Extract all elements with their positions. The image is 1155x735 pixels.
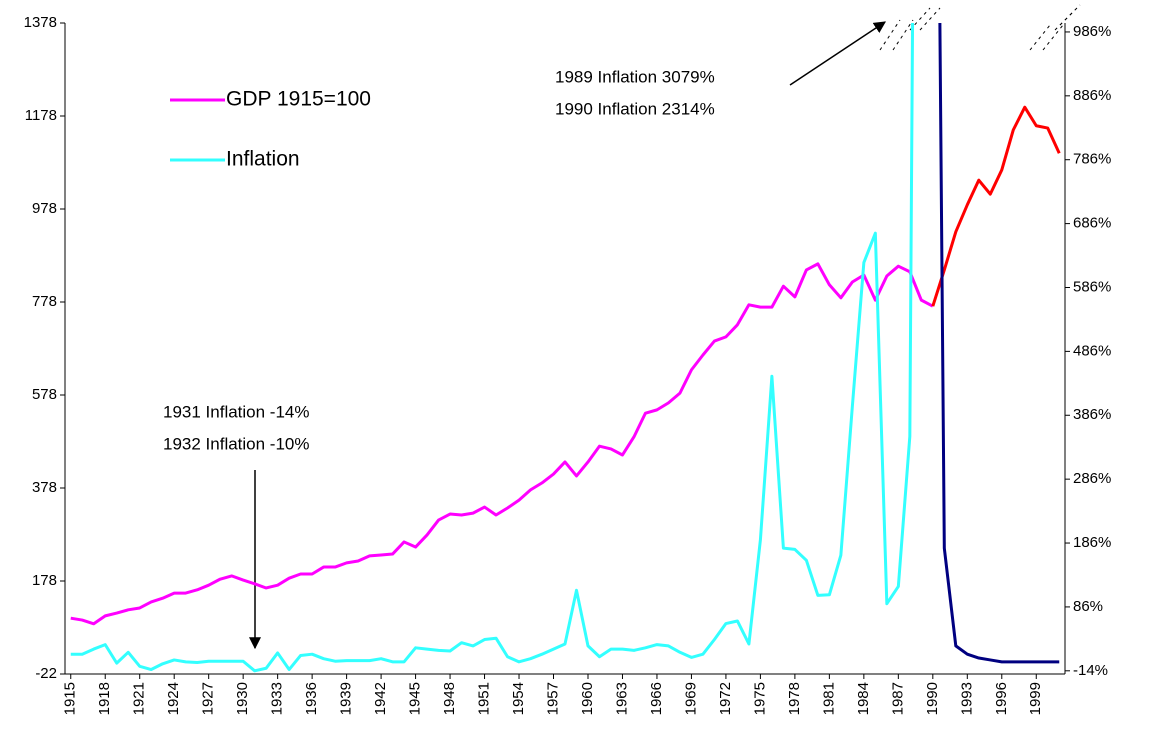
x-tick-label: 1966 — [648, 682, 665, 715]
x-tick-label: 1924 — [165, 682, 182, 715]
y2-tick-label: 486% — [1073, 342, 1111, 359]
x-tick-label: 1957 — [544, 682, 561, 715]
data-line — [938, 23, 1060, 664]
x-tick-label: 1927 — [200, 682, 217, 715]
annotation: 1989 Inflation 3079% — [555, 67, 715, 86]
annotation-arrow — [789, 21, 887, 86]
y-tick-label: 378 — [32, 479, 57, 496]
x-tick-label: 1969 — [682, 682, 699, 715]
x-tick-label: 1978 — [786, 682, 803, 715]
y-tick-label: 178 — [32, 572, 57, 589]
x-tick-label: 1948 — [441, 682, 458, 715]
y-tick-label: 1378 — [24, 14, 57, 31]
data-line — [70, 23, 915, 673]
y2-tick-label: 86% — [1073, 598, 1103, 615]
y2-tick-label: 886% — [1073, 87, 1111, 104]
x-tick-label: 1933 — [269, 682, 286, 715]
y2-tick-label: 986% — [1073, 23, 1111, 40]
y2-tick-label: 786% — [1073, 151, 1111, 168]
x-tick-label: 1984 — [855, 682, 872, 715]
x-tick-label: 1954 — [510, 682, 527, 715]
y-tick-label: 978 — [32, 200, 57, 217]
y2-tick-label: 386% — [1073, 406, 1111, 423]
x-tick-label: 1999 — [1027, 682, 1044, 715]
x-tick-label: 1975 — [751, 682, 768, 715]
x-tick-label: 1963 — [613, 682, 630, 715]
x-tick-label: 1921 — [131, 682, 148, 715]
x-tick-label: 1993 — [958, 682, 975, 715]
y2-tick-label: 286% — [1073, 470, 1111, 487]
x-tick-label: 1987 — [889, 682, 906, 715]
x-tick-label: 1939 — [338, 682, 355, 715]
x-tick-label: 1981 — [820, 682, 837, 715]
legend-label: Inflation — [226, 148, 300, 171]
x-tick-label: 1930 — [234, 682, 251, 715]
x-tick-label: 1951 — [476, 682, 493, 715]
y2-tick-label: 586% — [1073, 278, 1111, 295]
axis-break — [879, 4, 1081, 51]
data-line — [931, 105, 1061, 307]
x-tick-label: 1972 — [717, 682, 734, 715]
y-tick-label: 1178 — [25, 107, 57, 124]
x-tick-label: 1942 — [372, 682, 389, 715]
y-tick-label: 578 — [32, 386, 57, 403]
legend-label: GDP 1915=100 — [226, 88, 371, 111]
x-tick-label: 1960 — [579, 682, 596, 715]
y-tick-label: -22 — [35, 665, 57, 682]
x-tick-label: 1936 — [303, 682, 320, 715]
y2-tick-label: 186% — [1073, 534, 1111, 551]
x-tick-label: 1990 — [924, 682, 941, 715]
y-tick-label: 778 — [32, 293, 57, 310]
x-tick-label: 1915 — [62, 682, 79, 715]
annotation: 1931 Inflation -14% — [163, 402, 310, 421]
plot-area — [70, 23, 1061, 673]
x-tick-label: 1945 — [407, 682, 424, 715]
y2-tick-label: 686% — [1073, 215, 1111, 232]
x-tick-label: 1918 — [96, 682, 113, 715]
annotation: 1990 Inflation 2314% — [555, 99, 715, 118]
x-tick-label: 1996 — [993, 682, 1010, 715]
data-line — [70, 262, 934, 626]
y2-tick-label: -14% — [1073, 662, 1108, 679]
annotation: 1932 Inflation -10% — [163, 434, 310, 453]
